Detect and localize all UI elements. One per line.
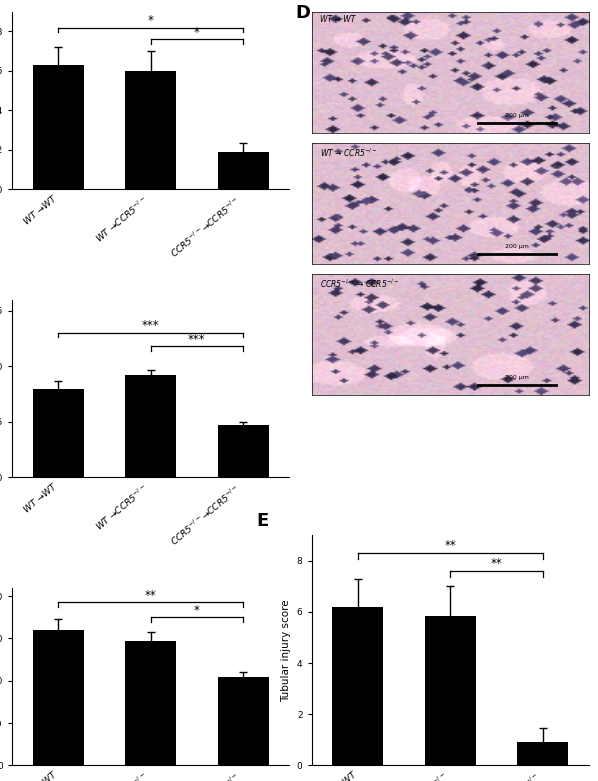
Bar [332,607,383,765]
Text: **: ** [444,540,456,552]
Text: E: E [256,512,269,530]
Text: *: * [194,604,200,617]
Bar [125,71,176,190]
Bar [33,388,84,477]
Text: ***: *** [142,319,160,333]
Y-axis label: Tubular injury score: Tubular injury score [281,599,291,701]
Text: *: * [194,26,200,39]
Bar [517,743,568,765]
Bar [425,615,476,765]
Text: **: ** [145,589,157,602]
Bar [125,640,176,765]
Bar [218,676,269,765]
Bar [218,425,269,477]
Bar [125,375,176,477]
Bar [33,630,84,765]
Text: *: * [148,14,154,27]
Text: ***: *** [188,333,206,346]
Bar [218,152,269,190]
Text: D: D [295,4,310,22]
Bar [33,65,84,190]
Text: **: ** [491,557,502,570]
